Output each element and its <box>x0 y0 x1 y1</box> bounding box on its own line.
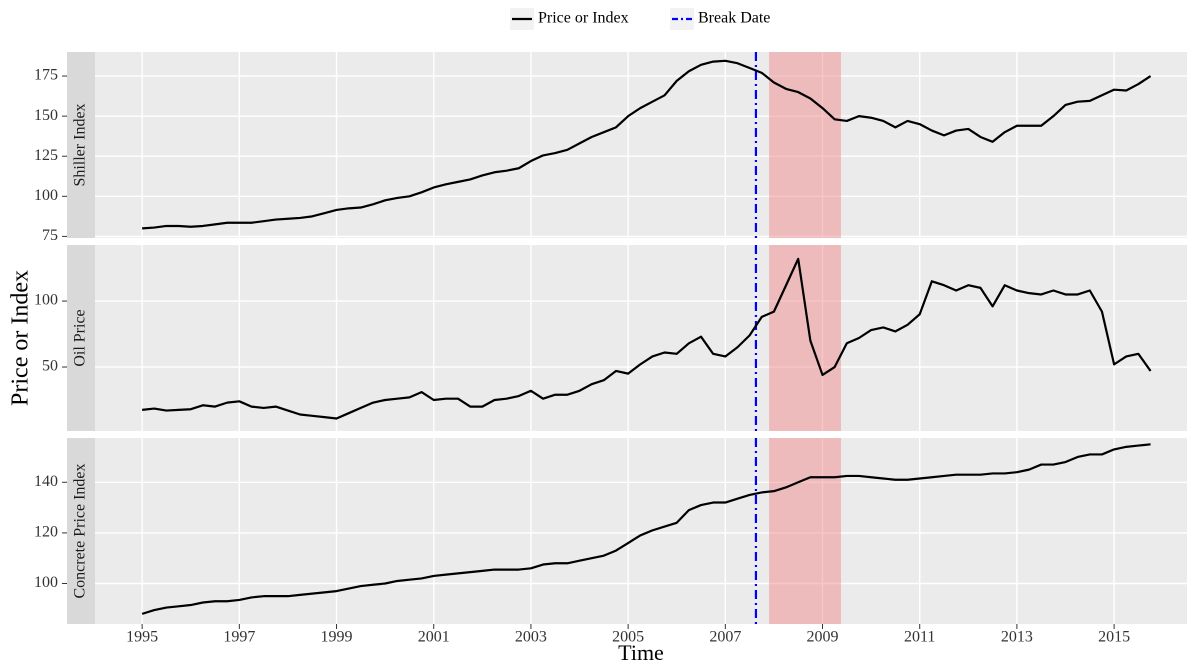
y-tick-label: 100 <box>34 187 58 204</box>
strip <box>67 438 95 624</box>
y-tick-label: 100 <box>34 574 58 591</box>
strip-label: Oil Price <box>72 309 89 366</box>
price-line <box>142 257 1152 420</box>
y-tick-label: 140 <box>34 473 58 490</box>
panel-background <box>95 438 1187 624</box>
legend-label: Break Date <box>698 10 770 27</box>
x-axis-label: Time <box>618 640 664 665</box>
x-tick-label: 1995 <box>126 629 158 646</box>
x-tick-label: 1999 <box>321 629 353 646</box>
panel-background <box>95 245 1187 431</box>
y-tick-label: 120 <box>34 524 58 541</box>
x-tick-label: 2003 <box>515 629 547 646</box>
price-line <box>141 443 1151 615</box>
y-tick-label: 100 <box>34 292 58 309</box>
y-tick-label: 50 <box>42 358 58 375</box>
x-tick-label: 2009 <box>807 629 839 646</box>
strip <box>67 52 95 238</box>
x-tick-label: 2011 <box>904 629 935 646</box>
recession-shade <box>769 245 841 431</box>
x-tick-label: 2001 <box>418 629 450 646</box>
y-tick-label: 175 <box>34 67 58 84</box>
legend-label: Price or Index <box>538 10 629 27</box>
x-tick-label: 2013 <box>1001 629 1033 646</box>
y-tick-label: 125 <box>34 147 58 164</box>
x-tick-label: 2015 <box>1098 629 1130 646</box>
y-tick-label: 75 <box>42 227 58 244</box>
recession-shade <box>769 52 841 238</box>
y-tick-label: 150 <box>34 107 58 124</box>
y-axis-label: Price or Index <box>8 270 34 406</box>
x-tick-label: 2005 <box>612 629 644 646</box>
strip-label: Shiller Index <box>72 103 89 186</box>
x-tick-label: 1997 <box>223 629 255 646</box>
price-line <box>142 59 1152 230</box>
panel-background <box>95 52 1187 238</box>
recession-shade <box>769 438 841 624</box>
x-tick-label: 2007 <box>709 629 741 646</box>
strip <box>67 245 95 431</box>
strip-label: Concrete Price Index <box>72 463 89 598</box>
